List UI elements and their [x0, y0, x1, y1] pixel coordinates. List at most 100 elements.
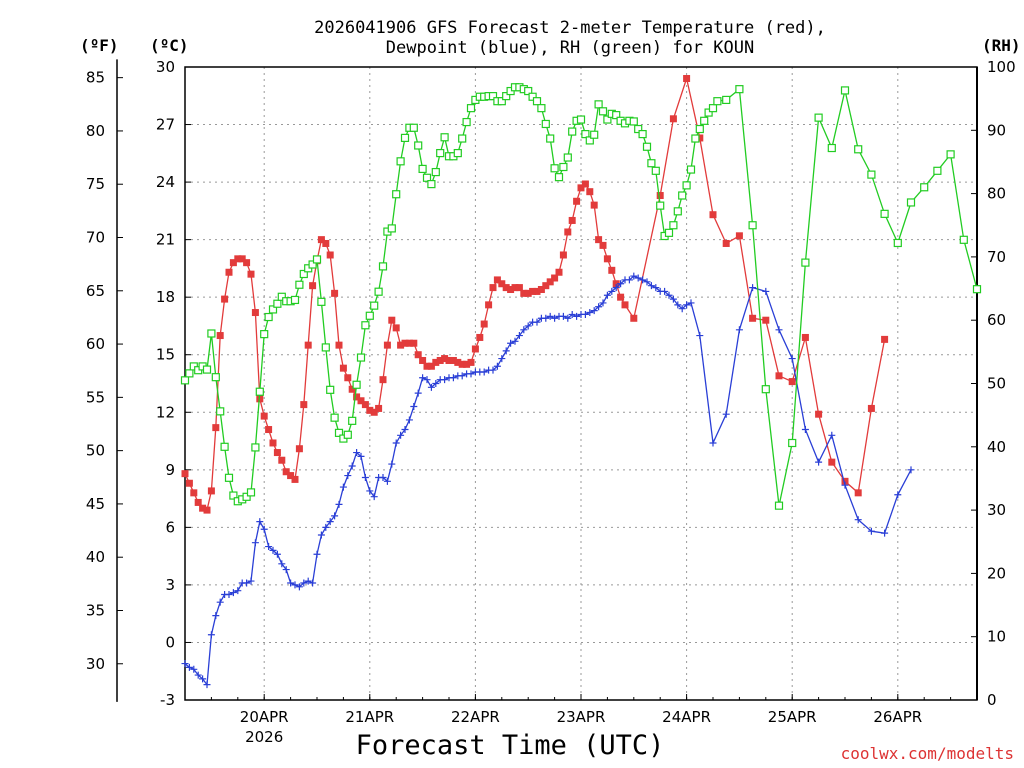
temperature-point	[524, 289, 532, 297]
temperature-point	[546, 278, 554, 286]
dewpoint-point	[854, 516, 862, 524]
temperature-point	[467, 358, 475, 366]
temperature-point	[282, 468, 290, 476]
temperature-point	[577, 184, 585, 192]
f-tick-label: 35	[86, 601, 105, 619]
temperature-point	[612, 280, 620, 288]
temperature-point	[326, 251, 334, 259]
dewpoint-point	[322, 523, 330, 531]
temperature-point	[458, 360, 466, 368]
rh-point	[788, 438, 797, 448]
rh-point	[378, 262, 388, 271]
temperature-point	[669, 115, 677, 123]
dewpoint-point	[260, 525, 268, 533]
dewpoint-point	[423, 376, 431, 384]
rh-point	[735, 85, 744, 94]
dewpoint-point	[533, 318, 541, 326]
temperature-point	[590, 201, 598, 209]
dewpoint-point	[546, 312, 554, 320]
rh-point	[972, 285, 982, 294]
dewpoint-point	[828, 431, 836, 439]
rh-point	[590, 130, 599, 139]
dewpoint-point	[309, 579, 317, 587]
rh-point	[537, 104, 546, 113]
dewpoint-point	[247, 577, 255, 585]
dewpoint-point	[867, 527, 875, 535]
rh-point	[647, 159, 656, 168]
temperature-point	[537, 286, 545, 294]
temperature-point	[502, 284, 510, 292]
temperature-point	[366, 406, 374, 414]
rh-point	[326, 385, 335, 394]
c-tick-label: -3	[160, 691, 175, 709]
rh-point	[603, 115, 612, 124]
dewpoint-point	[520, 326, 528, 334]
dewpoint-point	[405, 416, 413, 424]
dewpoint-point	[511, 337, 519, 345]
dewpoint-point	[647, 282, 655, 290]
rh-point	[722, 95, 731, 105]
dewpoint-point	[432, 380, 440, 387]
x-tick-label: 24APR	[662, 708, 711, 726]
dewpoint-point	[410, 403, 418, 411]
dewpoint-point	[181, 660, 189, 668]
rh-point	[946, 150, 955, 159]
rh-point	[356, 353, 366, 362]
rh-point	[299, 269, 308, 279]
rh-point	[207, 329, 216, 338]
dewpoint-point	[251, 539, 259, 547]
temperature-point	[722, 239, 730, 247]
rh-point	[532, 97, 542, 106]
f-tick-label: 55	[86, 388, 105, 406]
c-tick-label: 9	[165, 461, 175, 479]
temperature-point	[867, 404, 875, 412]
dewpoint-point	[313, 550, 321, 558]
rh-point	[629, 117, 638, 126]
rh-point	[229, 491, 238, 500]
dewpoint-point	[894, 491, 902, 499]
dewpoint-point	[687, 299, 695, 307]
temperature-point	[427, 362, 435, 370]
temperature-point	[595, 236, 603, 244]
dewpoint-point	[357, 452, 365, 460]
temperature-point	[397, 341, 405, 349]
rh-point	[594, 100, 603, 109]
c-tick-label: 0	[165, 633, 175, 651]
rh-point	[392, 190, 401, 199]
temperature-point	[568, 216, 576, 224]
dewpoint-point	[564, 314, 572, 322]
temperature-point	[199, 504, 207, 512]
c-tick-label: 27	[156, 116, 175, 134]
credit-link[interactable]: coolwx.com/modelts	[840, 744, 1014, 763]
rh-point	[704, 108, 713, 117]
dewpoint-point	[287, 579, 295, 587]
rh-point	[255, 387, 264, 396]
dewpoint-point	[304, 577, 312, 585]
temperature-point	[441, 355, 449, 363]
dewpoint-point	[344, 472, 352, 480]
temperature-point	[683, 75, 691, 83]
temperature-point	[181, 470, 189, 478]
temperature-point	[581, 180, 589, 188]
temperature-point	[190, 489, 198, 497]
temperature-point	[881, 335, 889, 343]
dewpoint-point	[696, 332, 704, 340]
rh-point	[502, 92, 511, 101]
dewpoint-point	[683, 301, 691, 309]
fahrenheit-axis-unit: (ºF)	[80, 36, 119, 55]
temperature-point	[361, 401, 369, 409]
temperature-point	[370, 408, 378, 416]
rh-point	[576, 115, 586, 124]
temperature-point	[630, 314, 638, 322]
rh-point	[959, 235, 968, 244]
dewpoint-point	[678, 305, 686, 313]
temperature-point	[185, 479, 193, 487]
dewpoint-point	[735, 326, 743, 334]
dewpoint-point	[449, 374, 457, 382]
rh-point	[933, 166, 942, 175]
temperature-point	[335, 341, 343, 349]
dewpoint-point	[234, 587, 242, 595]
grid-lines	[185, 67, 977, 700]
rh-point	[814, 113, 823, 122]
rh-point	[708, 104, 718, 113]
